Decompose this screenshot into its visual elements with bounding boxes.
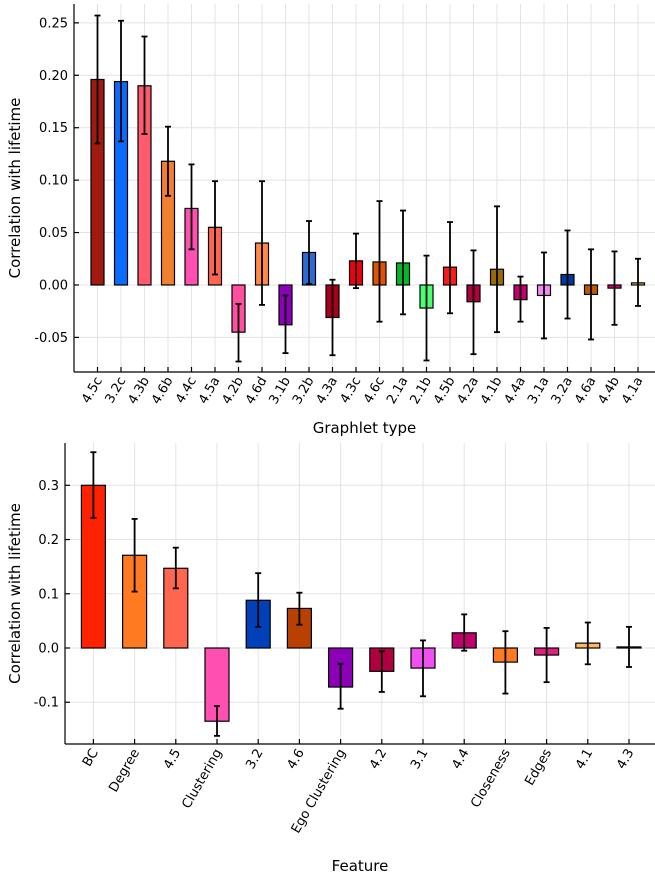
x-tick-label: 4.1b [478,375,505,408]
y-tick-label: 0.20 [39,69,68,84]
y-tick-label: 0.3 [38,479,59,494]
x-tick-label: 4.2b [220,375,247,408]
x-tick-label: 3.2b [290,375,317,408]
x-tick-label: 4.6a [572,375,599,407]
graphlet-chart: -0.050.000.050.100.150.200.254.5c3.2c4.3… [6,4,655,437]
x-tick-label: Degree [106,747,143,795]
x-tick-label: 4.6d [243,375,270,408]
x-tick-label: 3.1 [408,747,431,772]
x-tick-label: 4.3b [126,375,153,408]
x-tick-label: 4.3 [614,747,637,772]
y-tick-label: 0.10 [39,174,68,189]
x-tick-label: 3.2 [243,747,266,772]
y-tick-label: 0.2 [38,533,59,548]
x-tick-label: 4.4c [173,375,200,407]
x-tick-label: 4.5a [196,375,223,407]
x-tick-label: 4.6c [361,375,388,407]
x-tick-label: 4.1 [573,747,596,772]
x-tick-label: 4.2 [367,747,390,772]
x-tick-label: 4.6 [285,747,308,772]
x-tick-label: 4.6b [149,375,176,408]
x-tick-label: 4.3c [338,375,365,407]
x-tick-label: 4.1a [619,375,646,407]
x-tick-label: Clustering [179,747,225,812]
x-tick-label: BC [80,747,102,770]
x-tick-label: 3.2a [549,375,576,407]
x-tick-label: 4.3a [314,375,341,407]
y-tick-label: -0.1 [34,696,59,711]
y-tick-label: -0.05 [34,331,68,346]
x-tick-label: 4.4b [596,375,623,408]
x-tick-label: 3.2c [103,375,130,407]
x-tick-label: 4.2a [455,375,482,407]
y-tick-label: 0.05 [39,226,68,241]
x-tick-label: 4.5b [431,375,458,408]
x-tick-label: 4.4 [449,747,472,772]
x-tick-label: 4.5c [79,375,106,407]
x-tick-label: 4.4a [502,375,529,407]
y-axis-label: Correlation with lifetime [6,503,24,684]
x-tick-label: Edges [522,746,555,788]
y-tick-label: 0.15 [39,121,68,136]
x-axis-label: Feature [332,857,389,875]
x-tick-label: 2.1b [408,375,435,408]
x-axis-label: Graphlet type [313,419,417,437]
y-axis-label: Correlation with lifetime [6,98,24,279]
x-tick-label: 3.1b [267,375,294,408]
x-tick-label: 3.1a [525,375,552,407]
x-tick-label: Closeness [468,746,514,810]
y-tick-label: 0.1 [38,587,59,602]
x-tick-label: 4.5 [161,747,184,772]
y-tick-label: 0.25 [39,16,68,31]
y-tick-label: 0.0 [38,642,59,657]
x-tick-label: 2.1a [384,375,411,407]
y-tick-label: 0.00 [39,278,68,293]
